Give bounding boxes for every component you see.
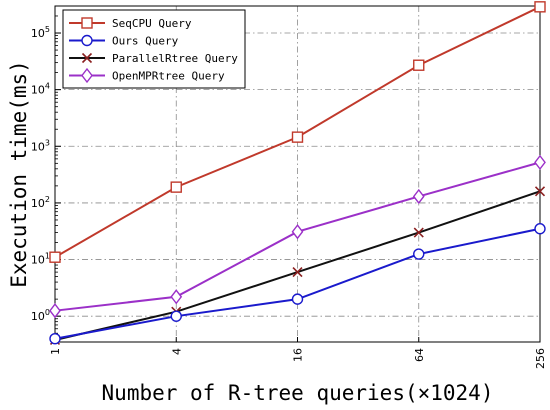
x-tick-label: 256	[534, 348, 547, 369]
y-tick-label: 103	[31, 138, 50, 153]
legend-entry: OpenMPRtree Query	[69, 67, 225, 84]
data-point	[170, 289, 183, 305]
x-tick-label: 1	[49, 348, 62, 355]
legend-entry: Ours Query	[69, 35, 179, 48]
data-point	[413, 59, 425, 71]
data-point	[413, 248, 425, 260]
legend-label: Ours Query	[112, 35, 179, 48]
series-openmprtree-query	[49, 154, 546, 319]
y-axis-title: Execution time(ms)	[7, 60, 31, 288]
data-point	[49, 251, 61, 263]
x-tick-label: 64	[413, 348, 426, 362]
data-point	[534, 223, 546, 235]
y-tick-label: 100	[31, 308, 50, 323]
legend-entry: SeqCPU Query	[69, 17, 192, 30]
x-axis-title: Number of R-tree queries(×1024)	[102, 381, 494, 405]
data-point	[49, 333, 61, 345]
legend-entry: ParallelRtree Query	[69, 52, 238, 65]
data-point	[291, 131, 304, 143]
data-point	[170, 310, 182, 322]
legend-label: OpenMPRtree Query	[112, 70, 225, 83]
legend: SeqCPU Query Ours Query ParallelRtree Quer…	[62, 9, 246, 89]
series-layer	[49, 1, 546, 346]
legend-marker	[81, 17, 93, 29]
legend-label: SeqCPU Query	[112, 17, 192, 30]
data-point	[291, 293, 304, 305]
x-tick-label: 16	[292, 348, 305, 362]
series-ours-query	[49, 223, 546, 345]
data-point	[534, 186, 546, 197]
legend-marker	[81, 52, 93, 64]
data-point	[291, 224, 304, 240]
data-point	[170, 181, 182, 193]
data-point	[413, 227, 424, 238]
legend-label: ParallelRtree Query	[112, 52, 238, 65]
x-axis: 1 4 16 64 256	[49, 337, 547, 369]
y-axis: 100 101 102 103 104 105	[31, 5, 61, 340]
y-tick-label: 102	[31, 195, 50, 210]
legend-marker	[81, 67, 93, 84]
data-point	[534, 1, 546, 13]
y-tick-label: 105	[31, 25, 50, 40]
x-tick-label: 4	[170, 348, 183, 355]
data-point	[292, 267, 303, 278]
data-point	[412, 188, 425, 205]
data-point	[49, 303, 61, 319]
y-tick-label: 104	[31, 82, 50, 97]
series-seqcpu-query	[49, 1, 546, 263]
data-point	[534, 154, 546, 171]
y-tick-label: 101	[31, 252, 50, 267]
legend-marker	[81, 34, 93, 47]
